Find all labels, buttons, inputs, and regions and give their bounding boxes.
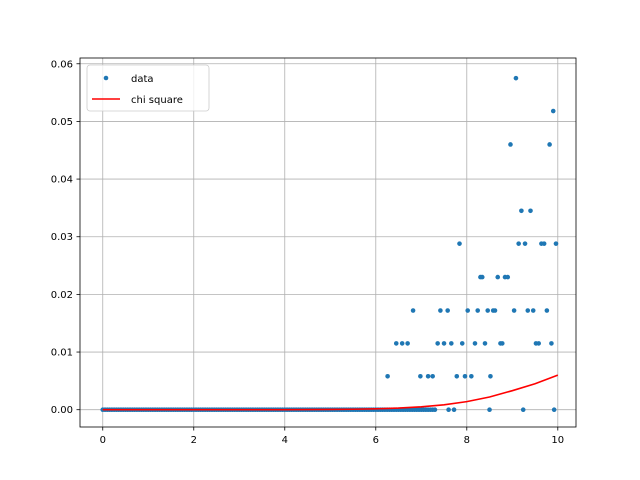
y-tick-label: 0.02: [51, 290, 73, 301]
data-point: [547, 142, 552, 147]
plot-frame: [79, 57, 577, 428]
y-tick-label: 0.03: [51, 232, 73, 243]
data-point: [551, 407, 557, 413]
x-tick-label: 10: [551, 435, 564, 446]
data-point: [449, 341, 454, 346]
data-point: [544, 308, 550, 313]
data-point: [520, 407, 526, 413]
x-tick-label: 8: [464, 435, 470, 446]
data-point: [549, 341, 554, 346]
data-point: [430, 373, 435, 379]
data-point: [465, 308, 470, 313]
series-chi-square-line: [102, 374, 559, 411]
y-tick-label: 0.00: [51, 405, 73, 416]
data-point: [459, 341, 465, 346]
x-tick-label: 4: [282, 435, 288, 446]
data-point: [441, 341, 447, 346]
legend-label: data: [131, 74, 154, 85]
data-point: [438, 308, 443, 313]
data-point: [393, 341, 399, 346]
data-point: [511, 308, 517, 313]
data-point: [525, 308, 531, 313]
ticks: 0 2 4 6 8 10 0.00 0.01 0.02 0.03 0.04 0.05 0.06: [51, 59, 564, 446]
data-point: [530, 308, 536, 313]
y-tick-label: 0.05: [51, 117, 73, 128]
x-tick-label: 0: [100, 435, 106, 446]
legend-marker-data: [103, 75, 109, 81]
x-tick-label: 6: [373, 435, 379, 446]
data-point: [522, 241, 528, 246]
data-point: [505, 274, 511, 280]
data-point: [492, 308, 498, 313]
series-layer: [100, 75, 559, 413]
data-point: [488, 373, 493, 379]
data-point: [425, 373, 431, 379]
data-point: [513, 75, 519, 81]
data-point: [550, 108, 556, 114]
data-point: [418, 373, 423, 379]
legend-label: chi square: [131, 95, 183, 106]
data-point: [446, 407, 451, 413]
x-tick-label: 2: [191, 435, 197, 446]
data-point: [462, 373, 468, 379]
data-point: [454, 373, 460, 379]
data-point: [487, 407, 492, 413]
data-point: [541, 241, 547, 246]
data-point: [536, 341, 541, 346]
data-point: [451, 407, 457, 413]
data-point: [516, 241, 521, 246]
data-point: [528, 208, 533, 214]
data-point: [469, 373, 474, 379]
data-point: [457, 241, 462, 246]
grid: [80, 58, 576, 427]
data-point: [482, 341, 488, 346]
data-point: [385, 373, 390, 379]
data-point: [472, 341, 478, 346]
y-tick-label: 0.01: [51, 348, 73, 359]
data-point: [495, 274, 501, 280]
y-tick-label: 0.04: [51, 175, 73, 186]
data-point: [432, 407, 438, 413]
data-point: [410, 308, 416, 313]
data-point: [519, 208, 524, 214]
data-point: [445, 308, 450, 313]
data-point: [405, 341, 410, 346]
legend: data chi square: [86, 64, 210, 112]
data-point: [399, 341, 405, 346]
data-point: [475, 308, 481, 313]
data-point: [485, 308, 491, 313]
data-point: [499, 341, 505, 346]
y-tick-label: 0.06: [51, 59, 73, 70]
data-point: [479, 274, 485, 280]
data-point: [553, 241, 559, 246]
data-point: [435, 341, 440, 346]
data-point: [508, 142, 513, 147]
